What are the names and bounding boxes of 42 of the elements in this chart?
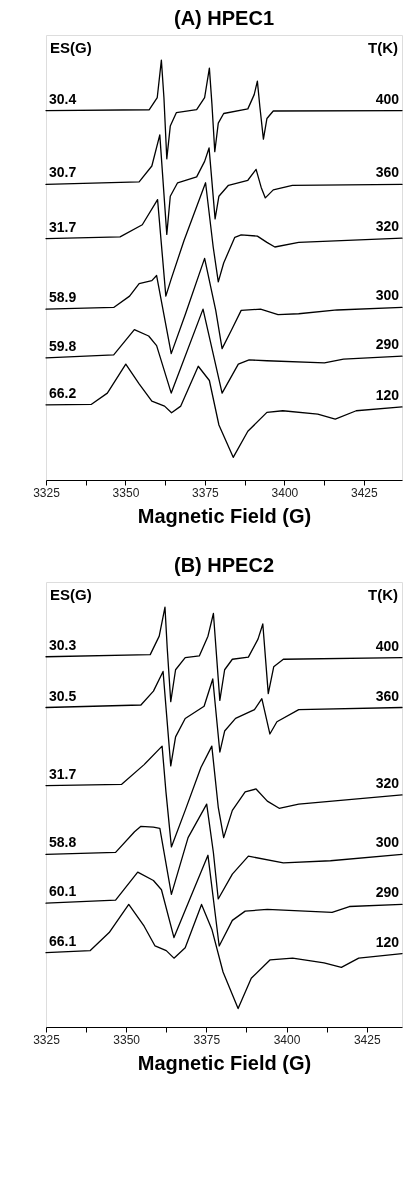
annotation: 60.1	[49, 883, 77, 900]
annotation: 30.5	[49, 687, 77, 704]
annotation: 30.4	[49, 90, 77, 107]
text: ES(G)	[50, 39, 92, 56]
series-label: 120	[375, 933, 400, 950]
legend-title: T(K)	[368, 39, 398, 56]
x-tick-label: 3325	[33, 1032, 61, 1047]
x-axis-title: Magnetic Field (G)	[137, 504, 312, 527]
series-label: 360	[375, 687, 400, 704]
legend-title: T(K)	[368, 586, 398, 603]
x-tick-label: 3425	[351, 485, 379, 500]
series-label: 400	[375, 90, 400, 107]
series-label: 320	[375, 774, 400, 791]
annotation: 31.7	[49, 765, 77, 782]
series-label: 360	[375, 164, 400, 181]
series-label: 290	[375, 884, 400, 901]
annotation: 58.9	[49, 289, 77, 306]
annotation: 59.8	[49, 337, 77, 354]
series-label: 400	[375, 637, 400, 654]
x-tick-label: 3375	[192, 485, 220, 500]
series-label: 300	[375, 834, 400, 851]
annotation: 30.7	[49, 164, 77, 181]
x-tick-label: 3350	[113, 1032, 141, 1047]
annotation: 66.1	[49, 932, 77, 949]
annotation: 58.8	[49, 834, 77, 851]
x-tick-label: 3425	[353, 1032, 381, 1047]
series-label: 320	[375, 218, 400, 235]
chart-title: (B) HPEC2	[173, 554, 275, 576]
chart-title: (A) HPEC1	[173, 7, 275, 29]
annotation: 30.3	[49, 636, 77, 653]
series-label: 120	[375, 386, 400, 403]
annotation: 66.2	[49, 384, 77, 401]
annotation: 31.7	[49, 218, 77, 235]
x-tick-label: 3325	[33, 485, 61, 500]
x-tick-label: 3400	[271, 485, 299, 500]
x-tick-label: 3350	[112, 485, 140, 500]
x-axis-title: Magnetic Field (G)	[137, 1051, 312, 1074]
text: ES(G)	[50, 586, 92, 603]
x-tick-label: 3400	[273, 1032, 301, 1047]
x-tick-label: 3375	[193, 1032, 221, 1047]
series-label: 300	[375, 287, 400, 304]
series-label: 290	[375, 336, 400, 353]
